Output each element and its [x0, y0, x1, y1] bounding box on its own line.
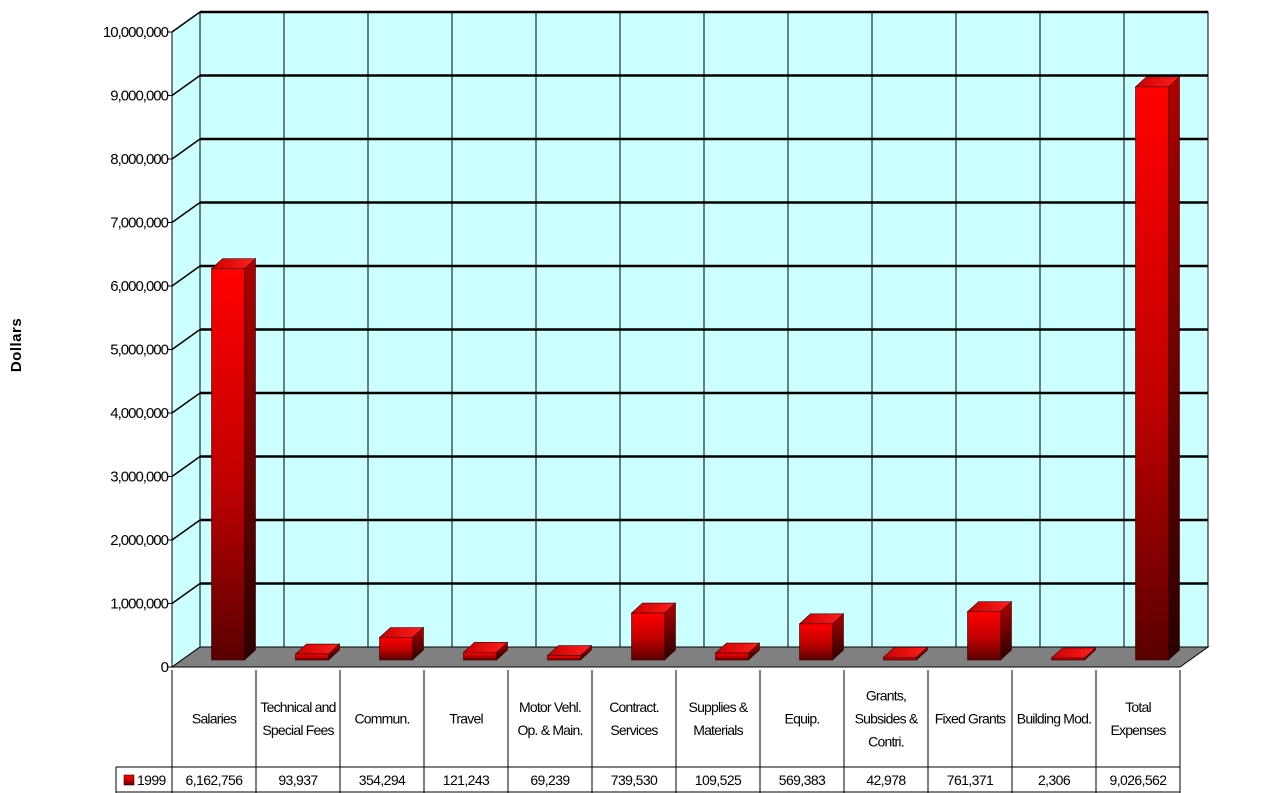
plot-walls — [171, 11, 1209, 668]
category-label: Grants, Subsides & Contri. — [855, 688, 919, 750]
legend-series-label: 1999 — [137, 772, 167, 788]
data-value-label: 9,026,562 — [1110, 772, 1168, 788]
data-value-label: 761,371 — [947, 772, 994, 788]
y-tick-label: 1,000,000 — [110, 596, 168, 613]
bar-front — [1051, 657, 1085, 661]
data-value-label: 569,383 — [779, 772, 826, 788]
y-tick-label: 5,000,000 — [110, 342, 168, 359]
side-gridline — [171, 74, 201, 97]
category-label: Supplies & Materials — [689, 699, 749, 738]
bar-front — [799, 623, 833, 661]
side-gridline — [171, 519, 201, 541]
bar-front — [883, 656, 917, 661]
y-tick-label: 7,000,000 — [110, 215, 168, 232]
data-table: Salaries Technical and Special Fees Commun.… — [115, 670, 1181, 793]
side-gridline — [171, 455, 201, 478]
category-label: Fixed Grants — [935, 711, 1006, 727]
data-value-label: 42,978 — [866, 772, 906, 788]
y-tick-label: 9,000,000 — [110, 88, 168, 105]
category-label: Commun. — [354, 711, 409, 727]
data-value-label: 69,239 — [530, 772, 570, 788]
data-value-label: 6,162,756 — [186, 772, 244, 788]
side-gridline — [171, 201, 201, 224]
gridlines — [171, 10, 1208, 647]
bar — [1134, 76, 1181, 661]
y-tick-label: 8,000,000 — [110, 151, 168, 168]
bar — [294, 643, 341, 661]
bar-front — [463, 652, 497, 661]
y-axis: 0 1,000,000 2,000,000 3,000,000 4,000,000 5,0… — [103, 24, 173, 676]
bar — [1050, 647, 1097, 661]
side-gridline — [171, 582, 201, 605]
bar-front — [547, 655, 581, 661]
bar-front — [967, 611, 1001, 661]
bar — [546, 644, 593, 661]
side-gridline — [171, 11, 201, 33]
bar — [798, 613, 845, 661]
bar — [882, 646, 929, 661]
category-label: Total Expenses — [1110, 699, 1166, 738]
side-gridline — [171, 265, 201, 287]
category-label: Contract. Services — [609, 699, 659, 738]
data-value-label: 109,525 — [695, 772, 742, 788]
bar — [210, 257, 257, 661]
legend-swatch — [123, 774, 135, 786]
category-label: Travel — [449, 711, 483, 727]
y-tick-label: 0 — [161, 659, 169, 676]
category-label: Motor Vehl. Op. & Main. — [517, 699, 582, 738]
category-label: Building Mod. — [1017, 711, 1091, 727]
data-value-label: 354,294 — [359, 772, 406, 788]
bar — [378, 626, 425, 661]
y-tick-label: 10,000,000 — [103, 24, 169, 41]
side-gridline — [171, 138, 201, 160]
y-tick-label: 3,000,000 — [110, 469, 168, 486]
data-value-label: 739,530 — [611, 772, 658, 788]
category-label: Equip. — [785, 711, 820, 727]
data-value-label: 121,243 — [443, 772, 490, 788]
bar — [462, 641, 509, 661]
bar-front — [379, 637, 413, 661]
side-gridline — [171, 392, 201, 414]
bar-side — [244, 257, 256, 661]
plot-floor — [170, 646, 1210, 668]
bar-front — [1135, 86, 1169, 661]
bar — [714, 642, 761, 661]
y-axis-label: Dollars — [8, 318, 25, 372]
bar-front — [631, 612, 665, 661]
bar — [630, 602, 677, 661]
category-label: Technical and Special Fees — [260, 699, 335, 738]
y-tick-label: 6,000,000 — [110, 278, 168, 295]
category-label: Salaries — [192, 711, 237, 727]
y-tick-label: 4,000,000 — [110, 405, 168, 422]
data-value-label: 2,306 — [1038, 772, 1071, 788]
bar-front — [715, 652, 749, 661]
floor-plane — [170, 646, 1210, 668]
bar — [966, 600, 1013, 661]
bar-front — [295, 653, 329, 661]
y-tick-label: 2,000,000 — [110, 532, 168, 549]
bar-front — [211, 268, 245, 661]
side-gridline — [171, 328, 201, 351]
bars — [210, 76, 1181, 661]
bar-side — [1168, 76, 1180, 661]
data-value-label: 93,937 — [278, 772, 318, 788]
